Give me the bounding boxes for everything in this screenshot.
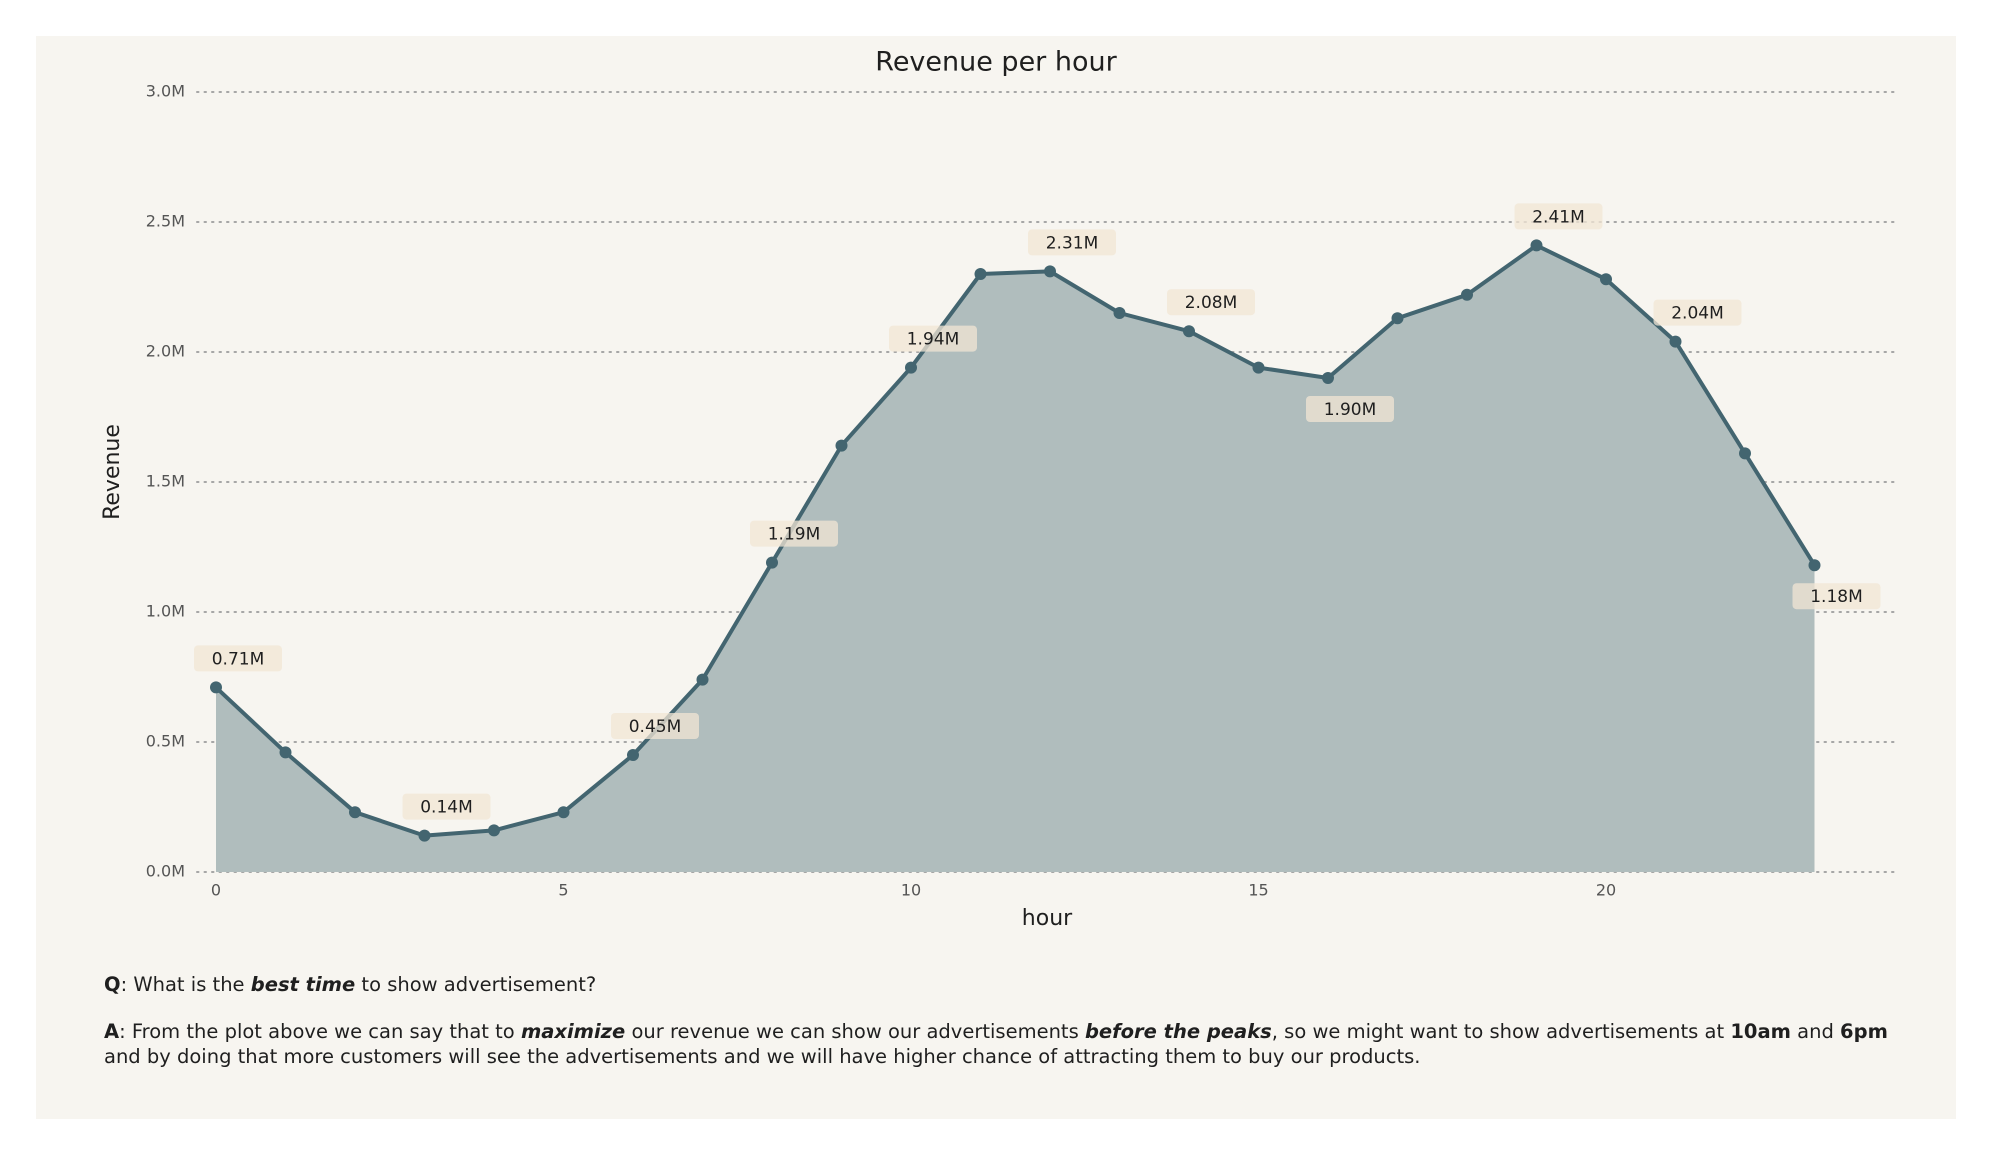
annotation-box xyxy=(1028,229,1116,256)
answer-part-2: our revenue we can show our advertisemen… xyxy=(625,1020,1085,1043)
answer-part-3: , so we might want to show advertisement… xyxy=(1271,1020,1731,1043)
figure-panel: Revenue per hour 0.0M 0.5M 1.0M 1.5M 2.0M 2.5M… xyxy=(36,36,1956,1119)
annotation-label: 2.08M xyxy=(1185,293,1238,313)
annotation-box xyxy=(889,325,977,352)
x-tick-label: 20 xyxy=(1596,881,1616,900)
answer-part-5: and by doing that more customers will se… xyxy=(104,1045,1421,1068)
y-tick-label: 2.0M xyxy=(146,342,185,361)
x-tick-label: 5 xyxy=(558,881,568,900)
y-tick-label: 1.5M xyxy=(146,472,185,491)
question-text: Q: What is the best time to show adverti… xyxy=(104,972,1904,997)
annotation-label: 1.18M xyxy=(1810,587,1863,607)
annotation-label: 2.04M xyxy=(1671,304,1724,324)
y-axis-label: Revenue xyxy=(100,424,125,520)
annotation-label: 1.94M xyxy=(907,330,960,350)
answer-time-6pm: 6pm xyxy=(1840,1020,1888,1043)
data-point xyxy=(1739,447,1751,460)
chart-title: Revenue per hour xyxy=(875,47,1117,78)
data-point xyxy=(1530,239,1543,252)
annotation-box xyxy=(1653,299,1742,326)
series-line xyxy=(214,243,1817,838)
annotation-label: 0.71M xyxy=(212,649,265,669)
data-point xyxy=(1669,335,1682,348)
data-point xyxy=(279,746,292,759)
y-tick-label: 0.0M xyxy=(146,862,185,881)
data-point xyxy=(488,824,500,837)
data-point xyxy=(974,268,987,280)
data-point xyxy=(210,681,222,694)
answer-part-4: and xyxy=(1790,1020,1841,1043)
annotation-box xyxy=(1792,583,1881,610)
annotation-box xyxy=(1167,289,1255,316)
annotation-label: 2.41M xyxy=(1532,207,1585,227)
question-part-1: : What is the xyxy=(120,973,251,996)
data-point xyxy=(1113,307,1126,319)
answer-emphasis-maximize: maximize xyxy=(520,1020,626,1043)
data-point xyxy=(696,673,709,686)
data-point xyxy=(905,361,917,374)
data-point xyxy=(349,806,361,819)
data-point xyxy=(1808,559,1821,572)
data-point xyxy=(1322,372,1334,384)
annotation-box xyxy=(402,793,491,820)
annotation-label: 0.45M xyxy=(629,717,682,737)
answer-emphasis-peaks: before the peaks xyxy=(1084,1020,1272,1043)
x-tick-label: 0 xyxy=(211,881,221,900)
data-point xyxy=(1183,325,1195,338)
annotation-label: 2.31M xyxy=(1046,233,1099,253)
data-point xyxy=(1391,312,1404,325)
annotation-label: 1.90M xyxy=(1324,400,1377,420)
question-part-2: to show advertisement? xyxy=(355,973,597,996)
area-fill xyxy=(216,245,1815,872)
y-tick-label: 3.0M xyxy=(146,82,185,101)
data-point xyxy=(835,439,848,452)
annotation-box xyxy=(750,520,838,547)
annotation-label: 0.14M xyxy=(420,798,473,818)
annotation-box xyxy=(1306,396,1394,422)
data-point xyxy=(418,829,431,842)
annotation-box xyxy=(611,713,699,739)
revenue-chart: Revenue per hour 0.0M 0.5M 1.0M 1.5M 2.0M 2.5M… xyxy=(100,47,1899,931)
annotation-box xyxy=(1514,203,1603,230)
data-point xyxy=(1600,273,1612,286)
annotation-label: 1.19M xyxy=(768,525,821,545)
data-point xyxy=(766,556,778,569)
data-point xyxy=(557,806,570,819)
answer-part-1: : From the plot above we can say that to xyxy=(119,1020,521,1043)
data-point xyxy=(1044,265,1056,278)
y-tick-label: 2.5M xyxy=(146,212,185,231)
answer-time-10am: 10am xyxy=(1730,1020,1791,1043)
x-tick-label: 10 xyxy=(901,881,921,900)
y-tick-label: 0.5M xyxy=(146,732,185,751)
question-label: Q xyxy=(104,973,121,996)
y-tick-label: 1.0M xyxy=(146,602,185,621)
annotation-box xyxy=(194,645,282,672)
answer-text: A: From the plot above we can say that t… xyxy=(104,1019,1904,1069)
x-tick-label: 15 xyxy=(1248,881,1268,900)
data-point xyxy=(1461,288,1473,301)
x-axis-label: hour xyxy=(1022,906,1073,931)
question-emphasis: best time xyxy=(250,973,356,996)
answer-label: A xyxy=(104,1020,120,1043)
data-point xyxy=(627,749,639,761)
data-point xyxy=(1252,361,1265,374)
